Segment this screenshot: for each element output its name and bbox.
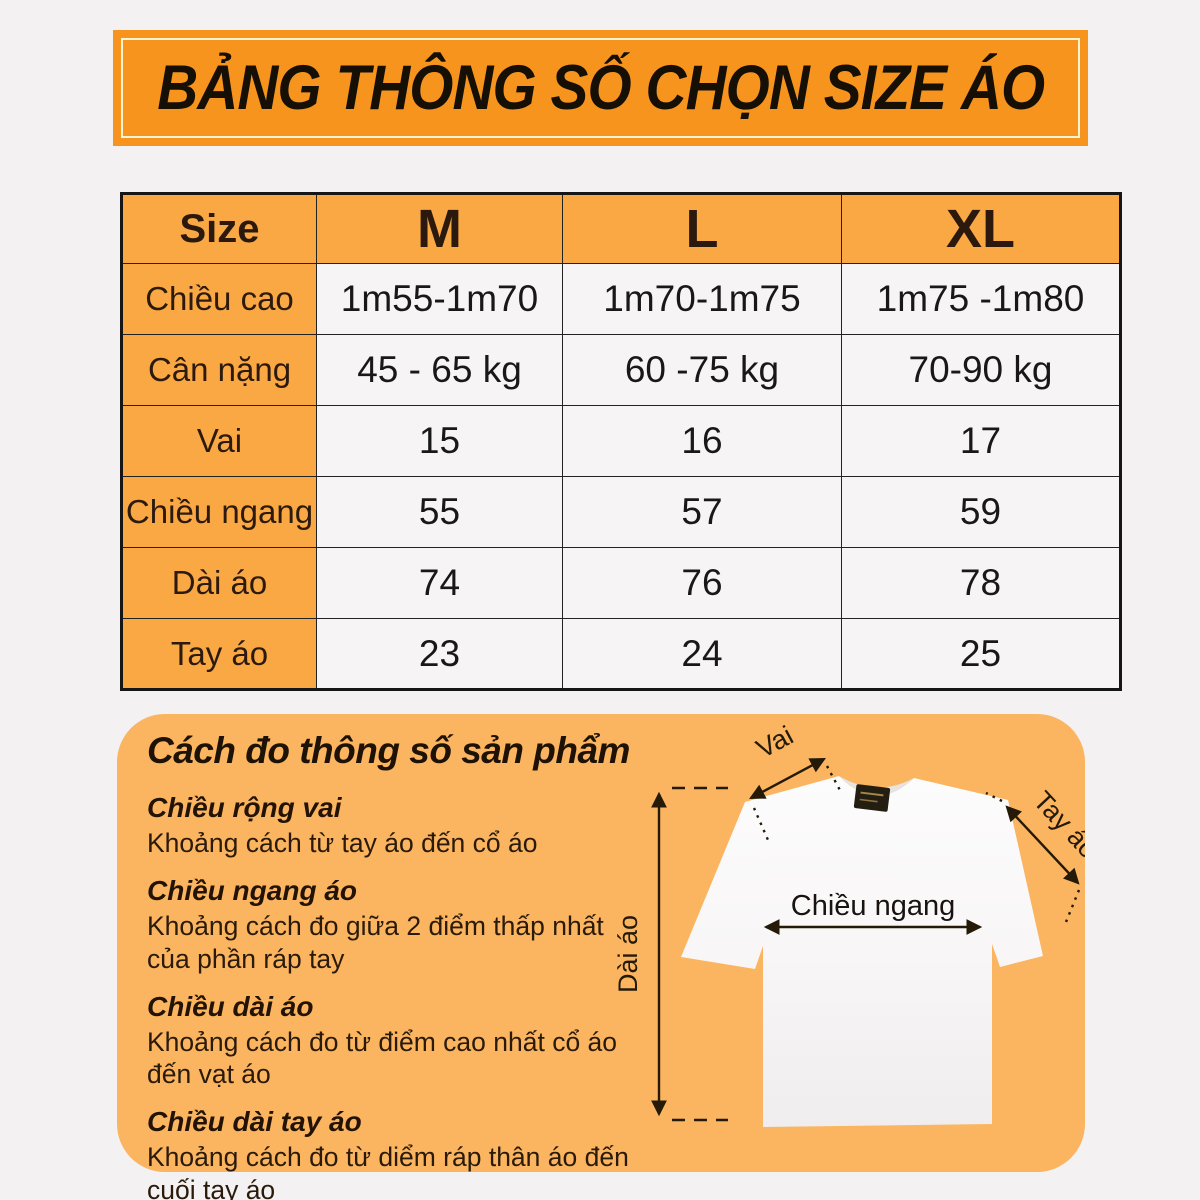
shoulder-dotted-left [752, 807, 770, 841]
height-l-cell: 1m70-1m75 [562, 263, 842, 335]
table-row-height: Chiều cao 1m55-1m70 1m70-1m75 1m75 -1m80 [121, 263, 1121, 335]
guide-section-length: Chiều dài áo Khoảng cách đo từ điểm cao … [147, 991, 652, 1092]
sleeve-m-cell: 23 [316, 618, 563, 690]
guide-text-block: Cách đo thông số sản phẩm Chiều rộng vai… [147, 730, 652, 1200]
shoulder-label: Vai [751, 720, 798, 764]
weight-m-cell: 45 - 65 kg [316, 334, 563, 406]
sleeve-arrow [1005, 805, 1080, 885]
guide-desc-width: Khoảng cách đo giữa 2 điểm thấp nhất của… [147, 910, 604, 974]
tshirt-measurement-diagram: Dài áo Vai Tay áo Chiều ngang [615, 720, 1085, 1127]
guide-heading-shoulder: Chiều rộng vai [147, 792, 342, 823]
sleeve-xl-cell: 25 [841, 618, 1121, 690]
size-table: Size M L XL Chiều cao 1m55-1m70 1m70-1m7… [120, 192, 1122, 691]
height-xl-cell: 1m75 -1m80 [841, 263, 1121, 335]
table-row-shoulder: Vai 15 16 17 [121, 405, 1121, 477]
tshirt-collar [839, 776, 914, 796]
column-header-m: M [316, 193, 563, 264]
column-header-l: L [562, 193, 842, 264]
guide-desc-shoulder: Khoảng cách từ tay áo đến cổ áo [147, 828, 538, 858]
sleeve-dotted-top [985, 791, 1003, 803]
guide-section-sleeve: Chiều dài tay áo Khoảng cách đo từ diểm … [147, 1106, 652, 1200]
length-m-cell: 74 [316, 547, 563, 619]
length-label: Dài áo [615, 915, 643, 993]
column-header-size: Size [121, 193, 317, 264]
guide-heading-sleeve: Chiều dài tay áo [147, 1106, 362, 1138]
width-label: Chiều ngang [791, 890, 955, 922]
shoulder-arrow [749, 757, 826, 800]
guide-section-shoulder: Chiều rộng vai Khoảng cách từ tay áo đến… [147, 792, 652, 860]
sleeve-label: Tay áo [1027, 786, 1085, 865]
guide-section-width: Chiều ngang áo Khoảng cách đo giữa 2 điể… [147, 875, 652, 976]
row-label-length: Dài áo [121, 547, 317, 619]
table-header-row: Size M L XL [121, 193, 1121, 264]
table-row-sleeve: Tay áo 23 24 25 [121, 618, 1121, 690]
table-row-weight: Cân nặng 45 - 65 kg 60 -75 kg 70-90 kg [121, 334, 1121, 406]
width-xl-cell: 59 [841, 476, 1121, 548]
shoulder-l-cell: 16 [562, 405, 842, 477]
guide-title: Cách đo thông số sản phẩm [147, 730, 630, 771]
row-label-shoulder: Vai [121, 405, 317, 477]
table-row-width: Chiều ngang 55 57 59 [121, 476, 1121, 548]
column-header-xl: XL [841, 193, 1121, 264]
guide-desc-length: Khoảng cách đo từ điểm cao nhất cổ áo đế… [147, 1026, 618, 1090]
page-title: BẢNG THÔNG SỐ CHỌN SIZE ÁO [157, 53, 1045, 123]
row-label-width: Chiều ngang [121, 476, 317, 548]
table-row-length: Dài áo 74 76 78 [121, 547, 1121, 619]
guide-heading-width: Chiều ngang áo [147, 874, 357, 906]
shoulder-dotted-right [825, 765, 844, 795]
weight-xl-cell: 70-90 kg [841, 334, 1121, 406]
guide-heading-length: Chiều dài áo [147, 990, 314, 1022]
tshirt-shape [681, 776, 1043, 1127]
length-l-cell: 76 [562, 547, 842, 619]
width-m-cell: 55 [316, 476, 563, 548]
height-m-cell: 1m55-1m70 [316, 263, 563, 335]
width-l-cell: 57 [562, 476, 842, 548]
shoulder-m-cell: 15 [316, 405, 563, 477]
length-xl-cell: 78 [841, 547, 1121, 619]
guide-desc-sleeve: Khoảng cách đo từ diểm ráp thân áo đến c… [147, 1142, 629, 1200]
sleeve-l-cell: 24 [562, 618, 842, 690]
row-label-sleeve: Tay áo [121, 618, 317, 690]
title-banner: BẢNG THÔNG SỐ CHỌN SIZE ÁO [113, 30, 1088, 146]
row-label-height: Chiều cao [121, 263, 317, 335]
sleeve-dotted-bottom [1064, 889, 1081, 923]
collar-tag [853, 784, 891, 812]
row-label-weight: Cân nặng [121, 334, 317, 406]
shoulder-xl-cell: 17 [841, 405, 1121, 477]
weight-l-cell: 60 -75 kg [562, 334, 842, 406]
